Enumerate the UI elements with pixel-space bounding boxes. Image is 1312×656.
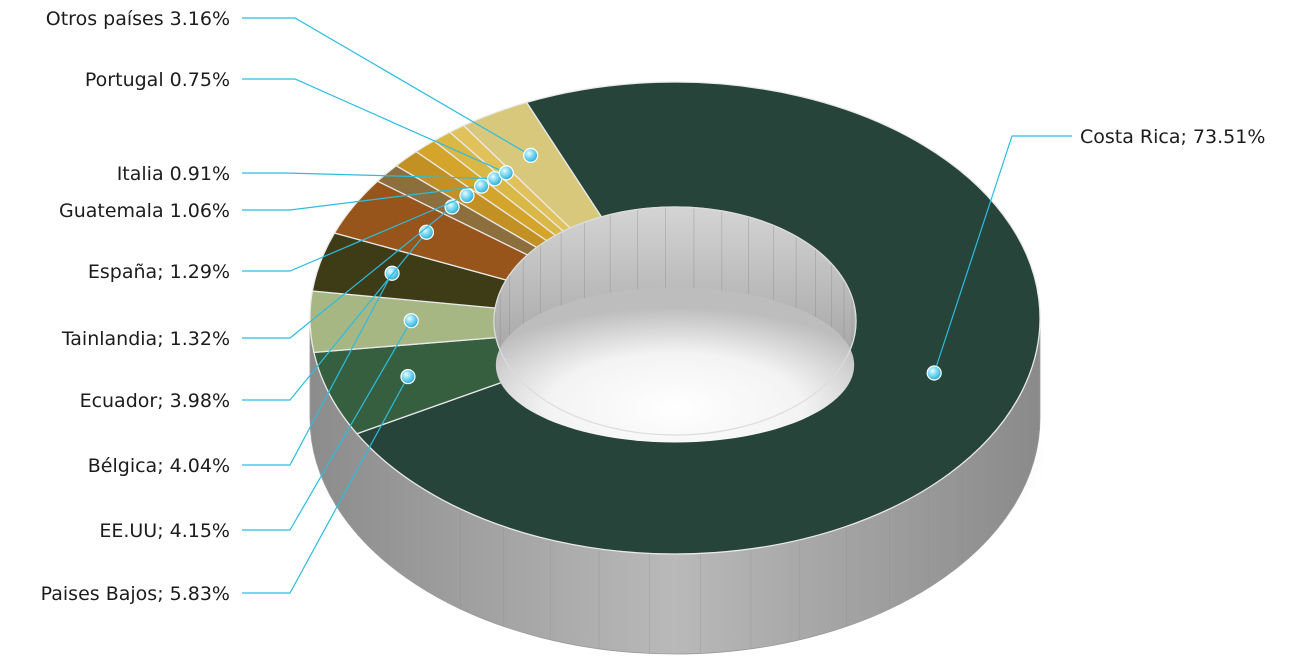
- slice-label: Portugal 0.75%: [85, 69, 230, 91]
- slice-label: Costa Rica; 73.51%: [1080, 126, 1265, 148]
- leader-line: [242, 206, 453, 339]
- leader-line: [242, 195, 468, 272]
- slice-label: Italia 0.91%: [117, 163, 230, 185]
- slice-marker: [474, 178, 490, 194]
- donut-inner-rim: [493, 206, 857, 436]
- slice-marker: [523, 147, 539, 163]
- slice-label: Paises Bajos; 5.83%: [41, 583, 230, 605]
- slice-label: España; 1.29%: [88, 261, 230, 283]
- slice-marker: [403, 313, 419, 329]
- slice-marker: [498, 165, 514, 181]
- leader-line: [242, 17, 531, 156]
- leader-line: [242, 272, 393, 466]
- slice-marker: [459, 188, 475, 204]
- slice-label: Tainlandia; 1.32%: [61, 328, 230, 350]
- leader-line: [242, 78, 507, 174]
- slice-label: Otros países 3.16%: [46, 8, 230, 30]
- slice-marker: [926, 365, 942, 381]
- slice-label: Bélgica; 4.04%: [88, 455, 230, 477]
- leader-line: [242, 231, 427, 401]
- leader-line: [933, 135, 1072, 374]
- slice-marker: [418, 224, 435, 240]
- leader-line: [242, 185, 482, 211]
- leader-line: [242, 376, 409, 594]
- leader-line: [242, 172, 495, 180]
- slice-label: Ecuador; 3.98%: [80, 390, 230, 412]
- leader-line: [242, 320, 412, 531]
- donut-hole-floor: [495, 287, 855, 443]
- slice-marker: [400, 368, 416, 385]
- slice-label: Guatemala 1.06%: [59, 200, 230, 222]
- slice-label: EE.UU; 4.15%: [99, 520, 230, 542]
